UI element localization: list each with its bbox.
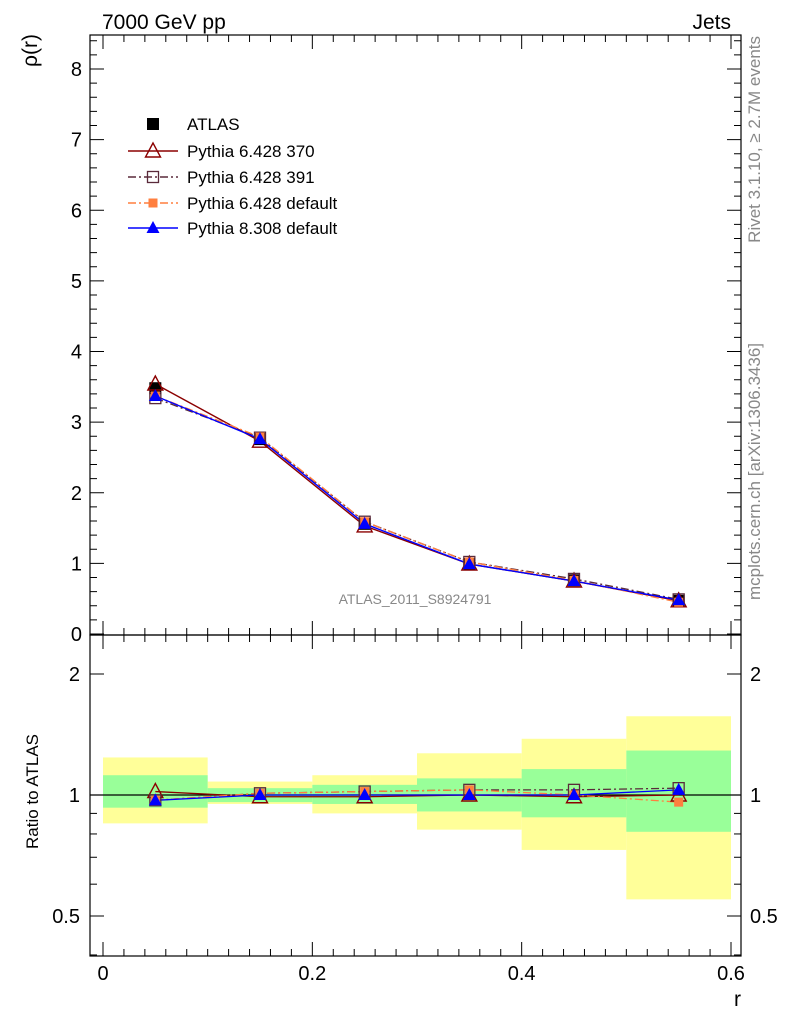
series-line-4 xyxy=(155,395,679,601)
data-point-0 xyxy=(149,382,162,395)
legend-label: Pythia 6.428 default xyxy=(187,194,338,213)
legend-label: Pythia 6.428 391 xyxy=(187,168,315,187)
ratio-ylabel: Ratio to ATLAS xyxy=(23,734,42,849)
ratio-point-2 xyxy=(674,797,684,807)
legend-label: Pythia 8.308 default xyxy=(187,219,338,238)
ratio-y-tick-label-right: 0.5 xyxy=(750,906,778,928)
xlabel: r xyxy=(734,988,741,1011)
legend-marker xyxy=(144,141,162,158)
legend: ATLAS Pythia 6.428 370 Pythia 6.428 391 Pyt… xyxy=(128,115,338,238)
legend-label: Pythia 6.428 370 xyxy=(187,142,315,161)
y-tick-label: 8 xyxy=(71,59,82,81)
legend-marker xyxy=(148,198,158,208)
y-tick-label: 4 xyxy=(71,342,82,364)
ratio-y-tick-label: 0.5 xyxy=(52,906,80,928)
analysis-watermark: ATLAS_2011_S8924791 xyxy=(339,591,492,607)
ratio-y-tick-label-right: 1 xyxy=(750,785,761,807)
ratio-point-3 xyxy=(253,788,267,800)
data-point-4 xyxy=(462,557,476,570)
data-point-4 xyxy=(253,432,267,445)
x-tick-label: 0.2 xyxy=(298,963,326,985)
ratio-series-line-2 xyxy=(155,789,679,803)
data-point-4 xyxy=(672,593,686,606)
ratio-panel: 0 0.2 0.4 0.6 0.5 0.5 1 1 2 2 xyxy=(52,634,778,985)
header-left: 7000 GeV pp xyxy=(102,11,226,34)
ratio-point-3 xyxy=(148,793,162,806)
legend-label: ATLAS xyxy=(187,115,240,134)
data-point-4 xyxy=(567,574,581,587)
legend-marker xyxy=(147,118,159,130)
ratio-point-3 xyxy=(462,788,476,800)
main-ylabel: ρ(r) xyxy=(19,34,42,67)
ratio-series-line-3 xyxy=(155,789,679,801)
ratio-y-tick-label-right: 2 xyxy=(750,664,761,686)
legend-marker xyxy=(146,221,160,233)
y-tick-label: 0 xyxy=(71,624,82,646)
legend-marker xyxy=(146,170,160,184)
y-tick-label: 2 xyxy=(71,483,82,505)
main-panel: 0 1 2 3 4 5 6 7 8 xyxy=(71,34,742,646)
ratio-point-3 xyxy=(672,782,686,795)
mcplots-label: mcplots.cern.ch [arXiv:1306.3436] xyxy=(745,343,764,600)
ratio-y-tick-label: 2 xyxy=(69,664,80,686)
y-tick-label: 1 xyxy=(71,553,82,575)
rivet-label: Rivet 3.1.10, ≥ 2.7M events xyxy=(745,36,764,243)
data-point-4 xyxy=(148,388,162,401)
data-point-4 xyxy=(358,516,372,529)
x-tick-label: 0 xyxy=(97,963,108,985)
x-tick-label: 0.6 xyxy=(717,963,745,985)
series-line-3 xyxy=(155,395,679,603)
series-line-1 xyxy=(154,383,679,602)
header-right: Jets xyxy=(692,11,731,34)
y-tick-label: 6 xyxy=(71,200,82,222)
y-tick-label: 3 xyxy=(71,412,82,434)
x-tick-label: 0.4 xyxy=(508,963,536,985)
ratio-point-3 xyxy=(358,788,372,800)
y-tick-label: 5 xyxy=(71,271,82,293)
ratio-y-tick-label: 1 xyxy=(69,785,80,807)
series-line-2 xyxy=(155,397,679,601)
ratio-point-3 xyxy=(567,788,581,800)
y-tick-label: 7 xyxy=(71,130,82,152)
